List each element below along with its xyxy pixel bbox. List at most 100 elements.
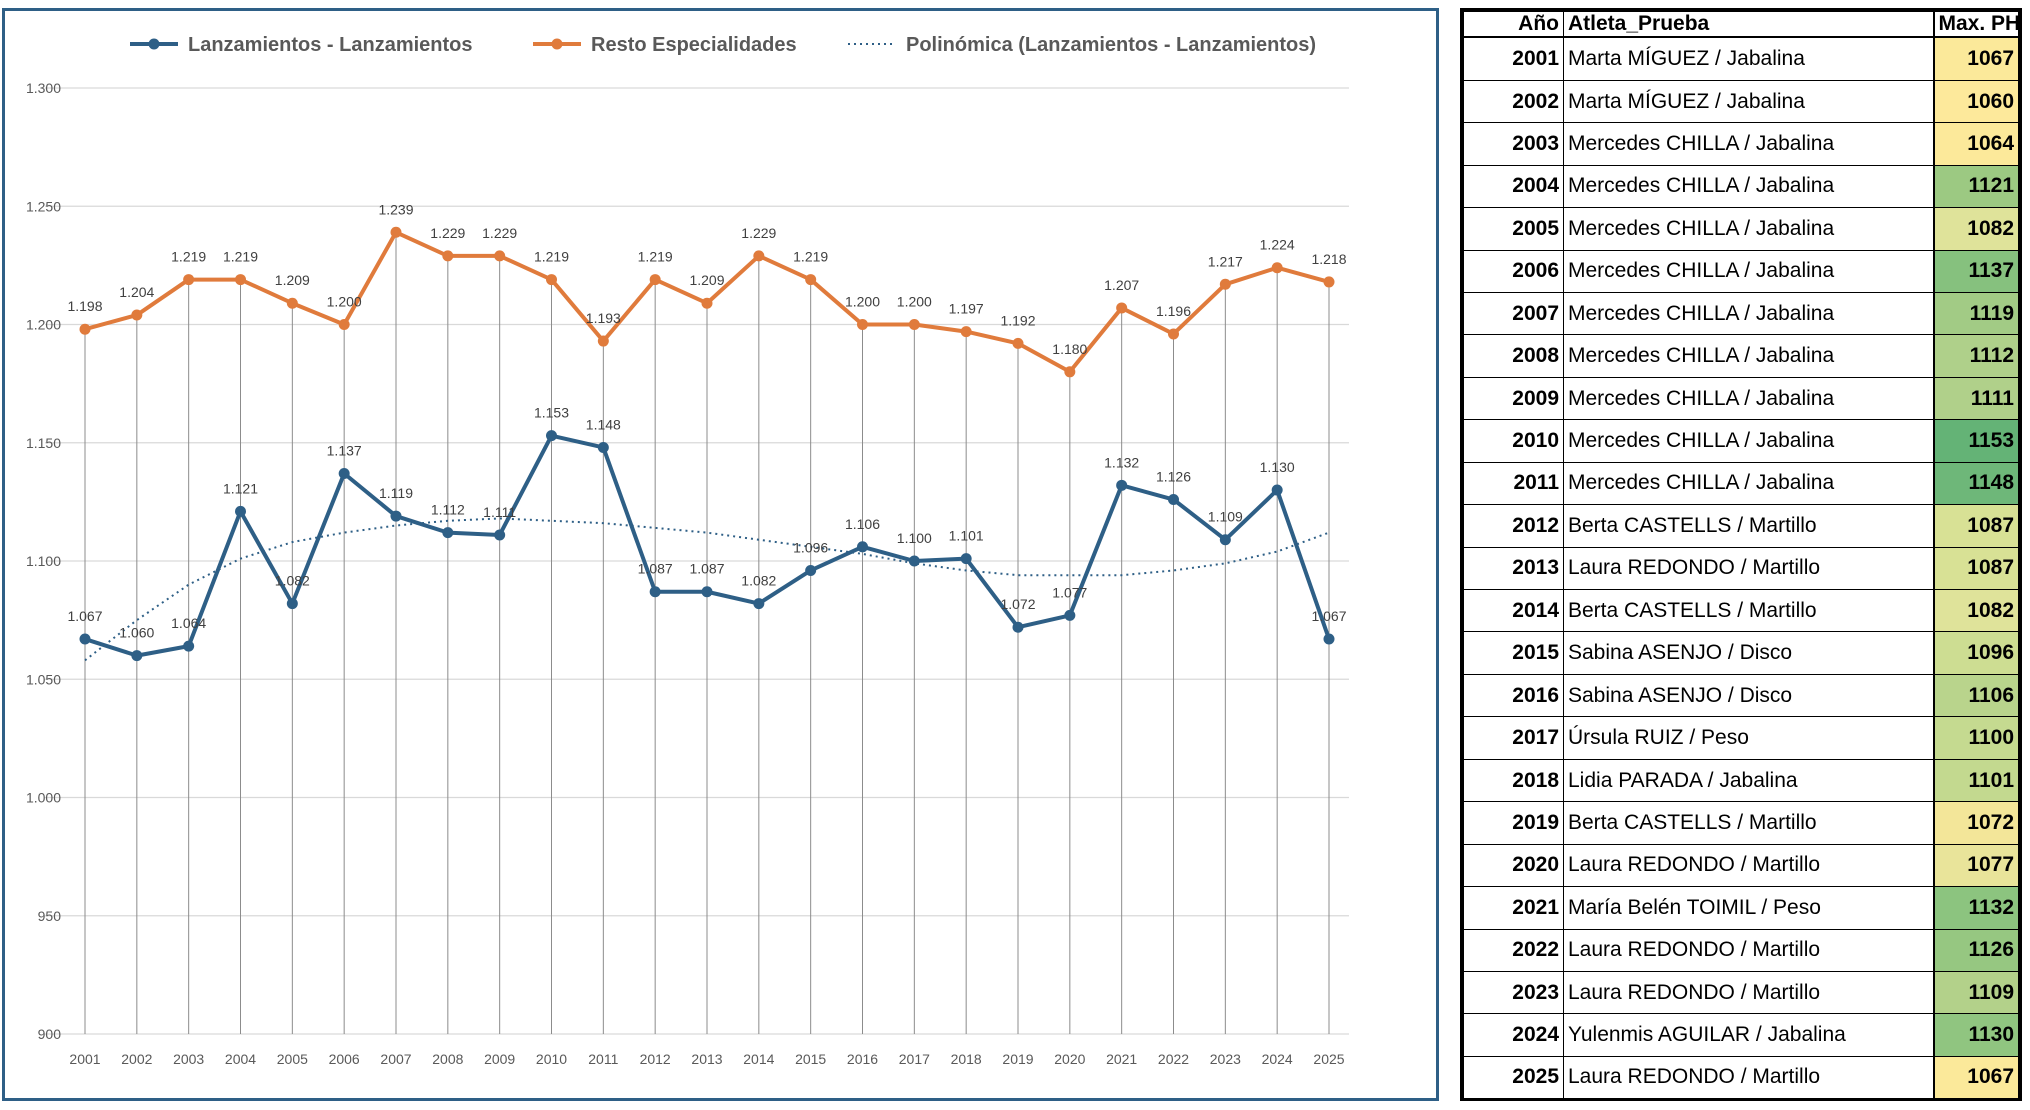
year-cell: 2010 <box>1463 419 1564 463</box>
x-tick-label: 2025 <box>1313 1051 1344 1067</box>
data-point <box>338 467 350 479</box>
data-point <box>1064 609 1076 621</box>
max-ph-cell: 1153 <box>1932 419 2019 463</box>
athlete-cell: Marta MÍGUEZ / Jabalina <box>1563 36 1934 81</box>
athlete-cell: Mercedes CHILLA / Jabalina <box>1563 376 1934 421</box>
data-point <box>286 598 298 610</box>
x-tick-label: 2001 <box>69 1051 100 1067</box>
data-point <box>908 319 920 330</box>
legend-label: Lanzamientos - Lanzamientos <box>188 34 473 56</box>
y-tick-label: 1.050 <box>26 671 61 687</box>
x-tick-label: 2011 <box>588 1051 618 1067</box>
data-point <box>649 274 661 286</box>
data-point <box>131 650 143 662</box>
table-row: 2021 María Belén TOIMIL / Peso 1132 <box>1463 886 2019 930</box>
y-tick-label: 1.300 <box>26 80 61 96</box>
data-label: 1.072 <box>1000 596 1035 612</box>
data-point <box>442 527 454 539</box>
data-label: 1.219 <box>223 249 258 265</box>
data-point <box>286 297 298 309</box>
x-tick-label: 2002 <box>121 1051 152 1067</box>
data-point <box>1116 479 1128 491</box>
x-tick-label: 2012 <box>640 1051 671 1067</box>
data-point <box>390 510 402 522</box>
athlete-cell: Mercedes CHILLA / Jabalina <box>1563 249 1934 293</box>
max-ph-cell: 1112 <box>1932 334 2019 378</box>
year-cell: 2022 <box>1463 928 1564 972</box>
data-label: 1.229 <box>430 225 465 241</box>
data-label: 1.200 <box>897 294 932 310</box>
x-tick-label: 2004 <box>225 1051 256 1067</box>
x-tick-label: 2017 <box>899 1051 930 1067</box>
data-point <box>1219 278 1231 290</box>
data-label: 1.100 <box>897 530 932 546</box>
data-label: 1.229 <box>741 225 776 241</box>
athlete-cell: Úrsula RUIZ / Peso <box>1563 716 1934 760</box>
data-label: 1.067 <box>67 608 102 624</box>
table-row: 2002 Marta MÍGUEZ / Jabalina 1060 <box>1463 79 2019 124</box>
data-point <box>649 586 661 598</box>
table-row: 2019 Berta CASTELLS / Martillo 1072 <box>1463 801 2019 845</box>
data-label: 1.126 <box>1156 469 1191 485</box>
trendline <box>84 517 1330 662</box>
athlete-cell: Mercedes CHILLA / Jabalina <box>1563 461 1934 506</box>
y-tick-label: 1.100 <box>26 553 61 569</box>
table-row: 2022 Laura REDONDO / Martillo 1126 <box>1463 928 2019 972</box>
data-label: 1.121 <box>223 480 258 496</box>
data-point <box>1271 262 1283 274</box>
table-row: 2016 Sabina ASENJO / Disco 1106 <box>1463 673 2019 718</box>
athlete-cell: Mercedes CHILLA / Jabalina <box>1563 419 1934 463</box>
max-ph-cell: 1148 <box>1932 461 2019 506</box>
data-point <box>546 430 557 442</box>
data-label: 1.218 <box>1311 251 1346 267</box>
data-label: 1.106 <box>845 516 880 532</box>
data-label: 1.200 <box>327 294 362 310</box>
table-body: 2001 Marta MÍGUEZ / Jabalina 1067 2002 Marta… <box>1463 36 2019 1098</box>
data-label: 1.060 <box>119 625 154 641</box>
max-ph-cell: 1087 <box>1932 504 2019 548</box>
data-label: 1.111 <box>483 504 516 520</box>
athlete-cell: Laura REDONDO / Martillo <box>1563 928 1934 972</box>
x-tick-label: 2019 <box>1002 1051 1033 1067</box>
table-row: 2006 Mercedes CHILLA / Jabalina 1137 <box>1463 249 2019 293</box>
data-point <box>960 553 972 565</box>
max-ph-cell: 1130 <box>1932 1013 2019 1057</box>
data-point <box>857 541 868 553</box>
athlete-cell: Yulenmis AGUILAR / Jabalina <box>1563 1013 1934 1057</box>
data-point <box>1012 337 1024 349</box>
year-cell: 2011 <box>1463 461 1564 506</box>
athlete-cell: Berta CASTELLS / Martillo <box>1563 801 1934 845</box>
max-ph-cell: 1121 <box>1932 164 2019 209</box>
data-label: 1.112 <box>431 502 465 518</box>
data-point <box>857 319 868 330</box>
data-label: 1.087 <box>638 561 673 577</box>
year-cell: 2014 <box>1463 589 1564 633</box>
data-label: 1.067 <box>1311 608 1346 624</box>
data-label: 1.096 <box>793 539 828 555</box>
data-point <box>338 319 350 330</box>
data-point <box>183 640 195 652</box>
year-cell: 2007 <box>1463 291 1564 336</box>
max-ph-cell: 1111 <box>1932 376 2019 421</box>
year-cell: 2019 <box>1463 801 1564 845</box>
data-label: 1.119 <box>379 485 413 501</box>
x-tick-label: 2007 <box>380 1051 411 1067</box>
data-label: 1.219 <box>171 249 206 265</box>
table-row: 2020 Laura REDONDO / Martillo 1077 <box>1463 843 2019 888</box>
data-label: 1.229 <box>482 225 517 241</box>
header-max-ph: Max. PH <box>1932 11 2019 38</box>
data-point <box>494 250 506 262</box>
data-label: 1.101 <box>949 528 984 544</box>
table-row: 2009 Mercedes CHILLA / Jabalina 1111 <box>1463 376 2019 421</box>
data-point <box>1064 366 1076 378</box>
data-point <box>235 505 246 517</box>
chart-svg: 900 950 1.000 1.050 1.100 1.150 1.200 1.250 1.30… <box>26 34 1349 1067</box>
athlete-cell: Lidia PARADA / Jabalina <box>1563 758 1934 803</box>
data-label: 1.224 <box>1260 237 1295 253</box>
athlete-table: Año Atleta_Prueba Max. PH 2001 Marta MÍGU… <box>1463 11 2019 1098</box>
max-ph-cell: 1137 <box>1932 249 2019 293</box>
table-row: 2018 Lidia PARADA / Jabalina 1101 <box>1463 758 2019 803</box>
max-ph-cell: 1077 <box>1932 843 2019 888</box>
data-point <box>131 309 143 321</box>
athlete-cell: Mercedes CHILLA / Jabalina <box>1563 122 1934 166</box>
